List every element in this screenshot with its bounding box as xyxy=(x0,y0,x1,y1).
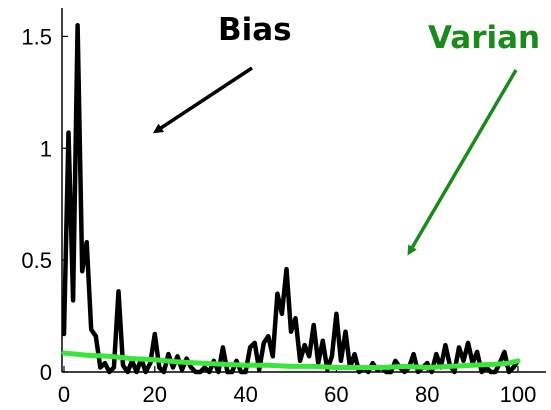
x-tick-label: 60 xyxy=(324,382,348,407)
series-line-black xyxy=(61,22,521,375)
x-tick-label: 20 xyxy=(143,382,167,407)
y-tick-label: 0 xyxy=(40,360,52,385)
x-tick-label: 0 xyxy=(58,382,70,407)
y-tick-label: 1 xyxy=(40,136,52,161)
y-tick-label: 1.5 xyxy=(21,24,52,49)
y-ticks: 0 0.5 1 1.5 xyxy=(21,24,68,385)
x-ticks: 0 20 40 60 80 100 xyxy=(58,366,536,407)
y-tick-label: 0.5 xyxy=(21,248,52,273)
series-layer xyxy=(61,22,521,375)
x-tick-label: 100 xyxy=(500,382,537,407)
x-tick-label: 80 xyxy=(415,382,439,407)
annotation-bias-label: Bias xyxy=(218,12,292,48)
series-line-green xyxy=(61,350,521,370)
annotation-variance-label: Varian xyxy=(428,20,540,56)
annotation-variance-arrow xyxy=(407,69,518,256)
x-tick-label: 40 xyxy=(233,382,257,407)
annotation-bias-arrow xyxy=(152,66,253,134)
